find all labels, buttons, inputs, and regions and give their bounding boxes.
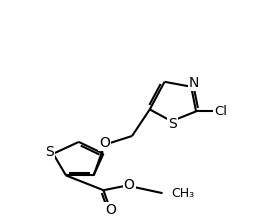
Text: CH₃: CH₃ bbox=[172, 187, 195, 200]
Text: N: N bbox=[189, 76, 199, 90]
Text: O: O bbox=[99, 136, 110, 150]
Text: O: O bbox=[105, 203, 116, 217]
Text: Cl: Cl bbox=[214, 105, 227, 118]
Text: S: S bbox=[45, 145, 54, 159]
Text: O: O bbox=[124, 178, 135, 192]
Text: S: S bbox=[168, 117, 177, 131]
